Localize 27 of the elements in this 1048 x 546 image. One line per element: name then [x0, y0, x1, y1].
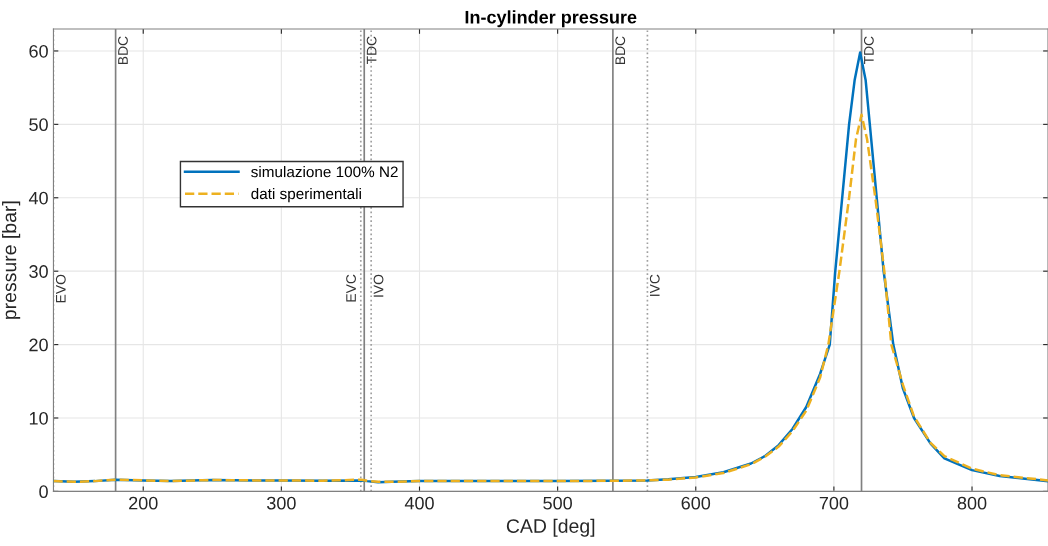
legend-label: simulazione 100% N2 — [251, 166, 398, 178]
x-tick-label: 300 — [266, 496, 296, 510]
ref-line-label: BDC — [615, 36, 626, 65]
y-tick-label: 30 — [29, 265, 48, 278]
ref-line-label: IVO — [373, 274, 384, 297]
legend-label: dati sperimentali — [251, 187, 361, 203]
x-tick-label: 800 — [957, 496, 987, 510]
x-tick-label: 400 — [404, 496, 434, 510]
x-tick-label: 200 — [129, 496, 158, 510]
y-tick-label: 50 — [29, 118, 48, 132]
y-tick-label: 40 — [28, 191, 48, 205]
x-tick-label: 600 — [681, 496, 711, 510]
ref-line-label: TDC — [366, 36, 377, 65]
y-tick-label: 20 — [29, 338, 48, 352]
x-tick-label: 700 — [819, 496, 849, 510]
ref-line-label: EVC — [346, 274, 356, 302]
y-axis-title: pressure [bar] — [2, 201, 21, 319]
y-tick-label: 10 — [29, 411, 48, 425]
x-tick-label: 500 — [543, 496, 572, 510]
x-axis-title: CAD [deg] — [506, 518, 595, 537]
ref-line-label: BDC — [118, 36, 128, 65]
ref-line-label: EVO — [55, 274, 66, 303]
y-tick-label: 0 — [39, 485, 48, 499]
chart-title: In-cylinder pressure — [465, 10, 637, 28]
ref-line-label: TDC — [863, 36, 874, 65]
y-tick-label: 60 — [29, 44, 48, 58]
ref-line-label: IVC — [649, 274, 660, 296]
